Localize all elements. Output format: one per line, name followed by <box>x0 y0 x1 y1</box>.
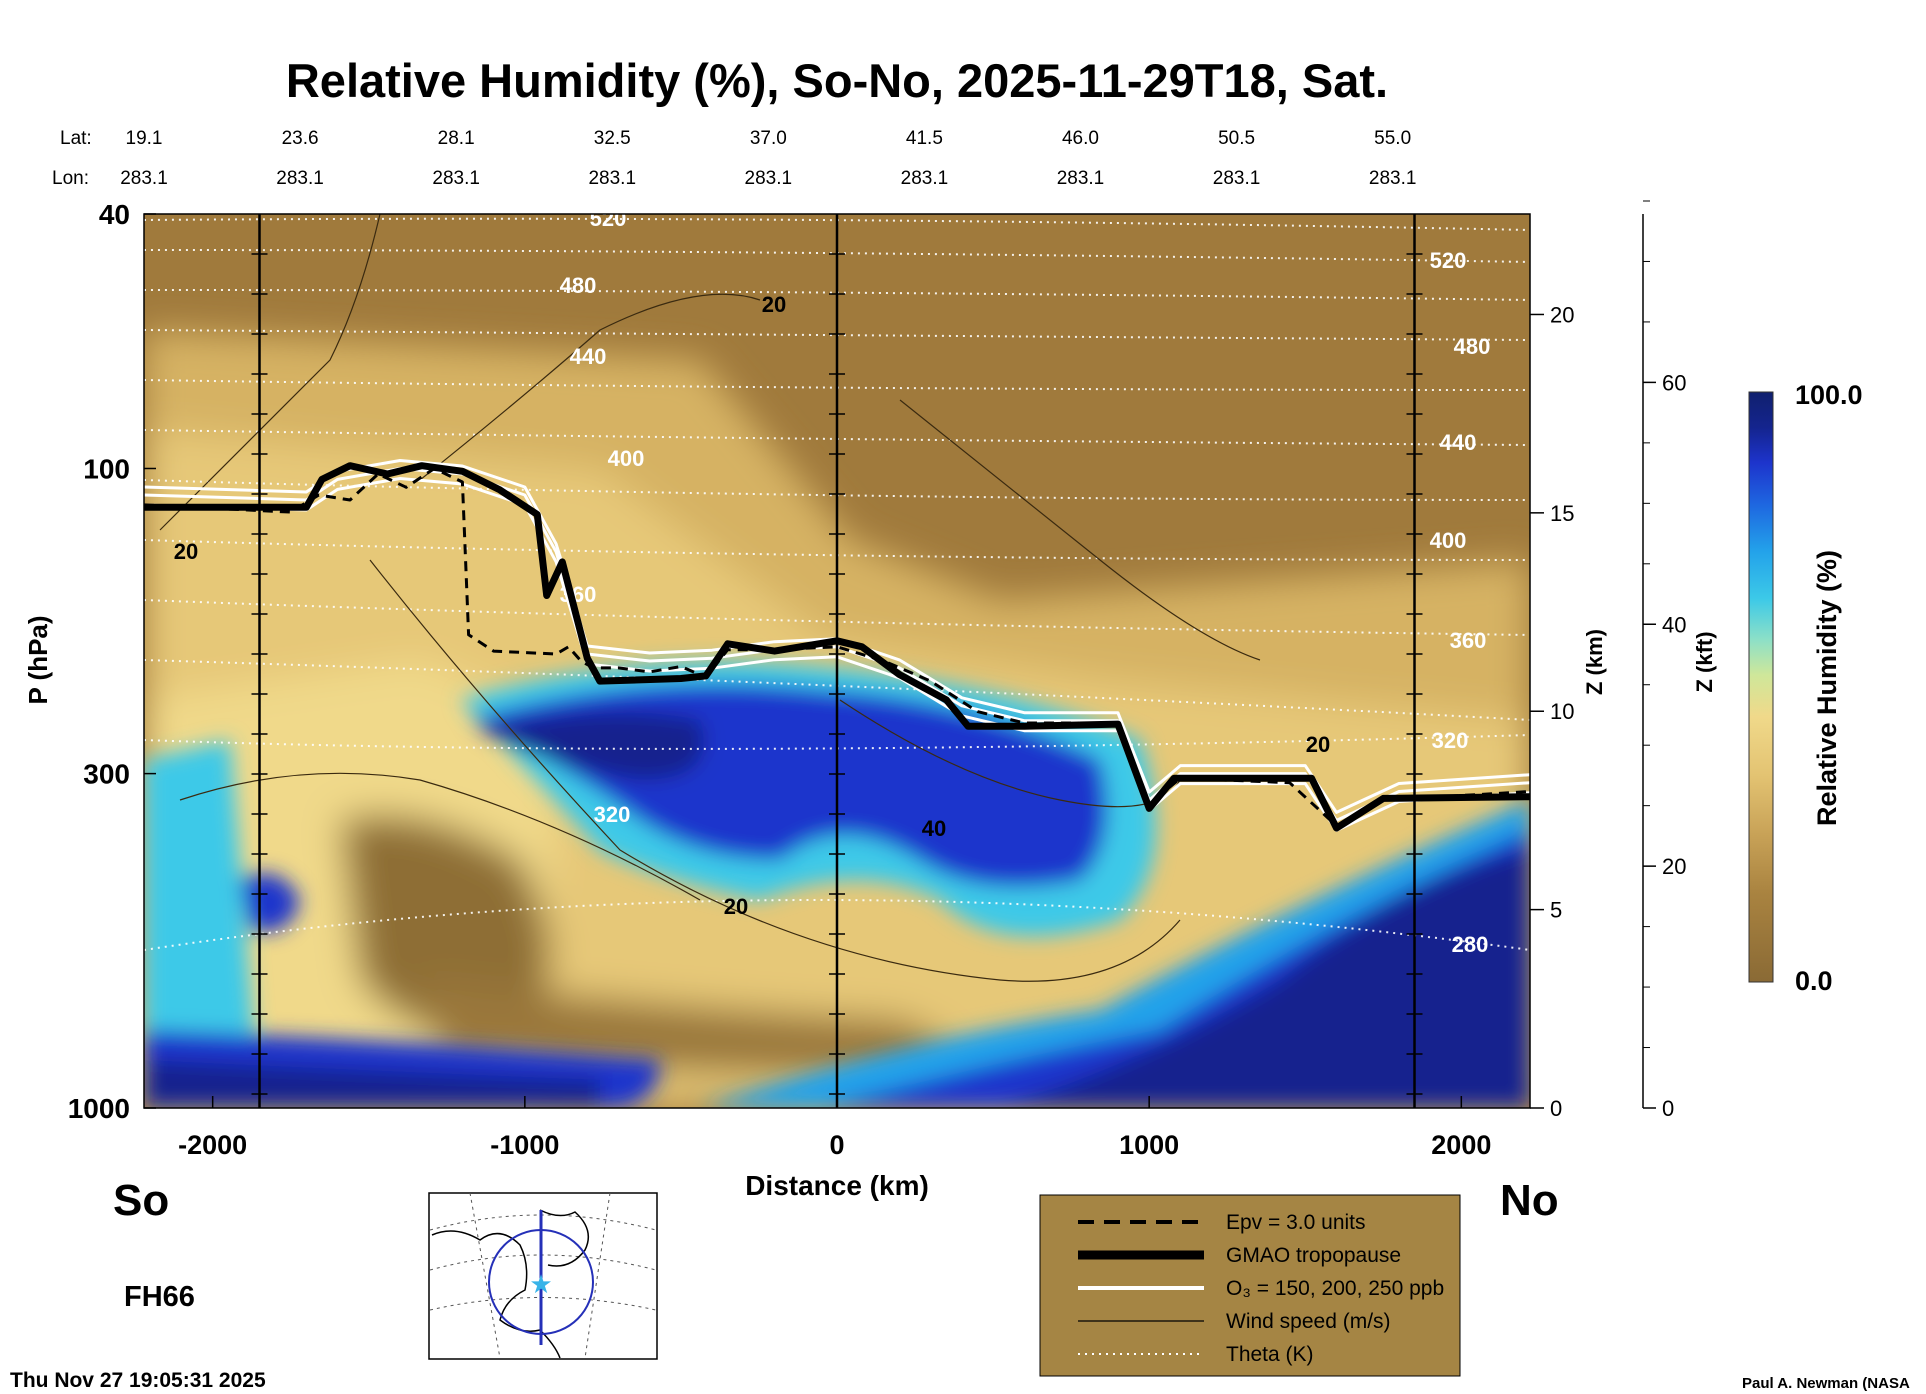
z-kft-tick-label: 20 <box>1662 854 1686 879</box>
lon-value: 283.1 <box>120 168 168 189</box>
svg-text:480: 480 <box>560 273 597 298</box>
svg-text:400: 400 <box>608 446 645 471</box>
wind-contour-labels: 20 20 40 20 20 <box>174 292 1330 919</box>
legend-label: Wind speed (m/s) <box>1226 1310 1391 1333</box>
lat-value: 41.5 <box>906 128 943 149</box>
svg-text:20: 20 <box>174 539 198 564</box>
svg-text:520: 520 <box>590 206 627 231</box>
colorbar-min-label: 0.0 <box>1795 966 1833 996</box>
z-km-tick-label: 10 <box>1550 699 1574 724</box>
svg-text:440: 440 <box>1440 430 1477 455</box>
north-label: No <box>1500 1176 1559 1225</box>
svg-text:440: 440 <box>570 344 607 369</box>
svg-text:320: 320 <box>594 802 631 827</box>
z-kft-tick-label: 60 <box>1662 370 1686 395</box>
colorbar-gradient <box>1748 391 1774 983</box>
colorbar-max-label: 100.0 <box>1795 380 1863 410</box>
lon-value: 283.1 <box>901 168 949 189</box>
colorbar-title: Relative Humidity (%) <box>1812 550 1842 826</box>
x-tick-label: 0 <box>829 1130 844 1160</box>
lon-value: 283.1 <box>745 168 793 189</box>
svg-text:480: 480 <box>1454 334 1491 359</box>
credit: Paul A. Newman (NASA <box>1742 1375 1910 1392</box>
lat-row-label: Lat: <box>60 128 92 149</box>
y-tick-label: 40 <box>99 199 130 230</box>
lon-value: 283.1 <box>1057 168 1105 189</box>
svg-text:280: 280 <box>1452 932 1489 957</box>
series-o3-150-200-250-ppb <box>144 459 1530 814</box>
svg-text:400: 400 <box>1430 528 1467 553</box>
rh-field: 520 480 440 400 360 320 520 480 440 400 … <box>144 206 1530 1108</box>
x-tick-label: -1000 <box>490 1130 559 1160</box>
legend-label: Theta (K) <box>1226 1343 1314 1366</box>
lat-value: 50.5 <box>1218 128 1255 149</box>
lon-value: 283.1 <box>276 168 324 189</box>
x-tick-label: 2000 <box>1431 1130 1491 1160</box>
lat-value: 23.6 <box>282 128 319 149</box>
chart-title: Relative Humidity (%), So-No, 2025-11-29… <box>286 54 1388 107</box>
colorbar: 100.0 0.0 Relative Humidity (%) <box>1748 380 1863 996</box>
z-kft-tick-label: 40 <box>1662 612 1686 637</box>
x-tick-label: 1000 <box>1119 1130 1179 1160</box>
forecast-hour: FH66 <box>124 1281 195 1313</box>
lon-value: 283.1 <box>1213 168 1261 189</box>
z-km-tick-label: 5 <box>1550 898 1562 923</box>
lat-value: 37.0 <box>750 128 787 149</box>
lat-value: 32.5 <box>594 128 631 149</box>
x-axis-label: Distance (km) <box>745 1170 929 1201</box>
lon-row-label: Lon: <box>52 168 89 189</box>
inset-map: ★ <box>428 1192 658 1360</box>
lat-value: 19.1 <box>126 128 163 149</box>
svg-text:40: 40 <box>922 816 946 841</box>
z-km-tick-label: 0 <box>1550 1096 1562 1121</box>
lon-value: 283.1 <box>588 168 636 189</box>
x-tick-label: -2000 <box>178 1130 247 1160</box>
svg-text:520: 520 <box>1430 248 1467 273</box>
y-tick-label: 1000 <box>68 1093 130 1124</box>
series-gmao-tropopause <box>144 462 1530 832</box>
y-tick-label: 100 <box>83 453 130 484</box>
lon-value: 283.1 <box>432 168 480 189</box>
lat-value: 28.1 <box>438 128 475 149</box>
white-contour-labels: 520 480 440 400 360 320 520 480 440 400 … <box>560 206 1491 957</box>
y-tick-label: 300 <box>83 759 130 790</box>
z-kft-tick-label: 0 <box>1662 1096 1674 1121</box>
legend-label: Epv = 3.0 units <box>1226 1211 1366 1234</box>
svg-text:20: 20 <box>1306 732 1330 757</box>
z-km-axis-label: Z (km) <box>1582 629 1607 695</box>
lat-value: 46.0 <box>1062 128 1099 149</box>
svg-text:20: 20 <box>762 292 786 317</box>
theta-contours <box>144 217 1530 951</box>
legend: Epv = 3.0 units GMAO tropopause O₃ = 150, … <box>1039 1194 1461 1377</box>
legend-label: GMAO tropopause <box>1226 1244 1401 1267</box>
center-star-icon: ★ <box>529 1269 552 1299</box>
z-km-tick-label: 20 <box>1550 302 1574 327</box>
lat-value: 55.0 <box>1374 128 1411 149</box>
lon-value: 283.1 <box>1369 168 1417 189</box>
y-axis-label: P (hPa) <box>23 615 53 704</box>
svg-text:360: 360 <box>1450 628 1487 653</box>
lat-lon-rows: Lat: Lon: 19.1 283.1 23.6 283.1 28.1 283.1 32.… <box>52 128 1416 189</box>
south-label: So <box>113 1176 169 1225</box>
z-km-tick-label: 15 <box>1550 501 1574 526</box>
svg-text:20: 20 <box>724 894 748 919</box>
timestamp: Thu Nov 27 19:05:31 2025 <box>10 1369 266 1392</box>
z-kft-axis-label: Z (kft) <box>1692 631 1717 692</box>
svg-text:320: 320 <box>1432 728 1469 753</box>
legend-label: O₃ = 150, 200, 250 ppb <box>1226 1277 1444 1300</box>
series-o3-150-200-250-ppb <box>144 477 1530 832</box>
